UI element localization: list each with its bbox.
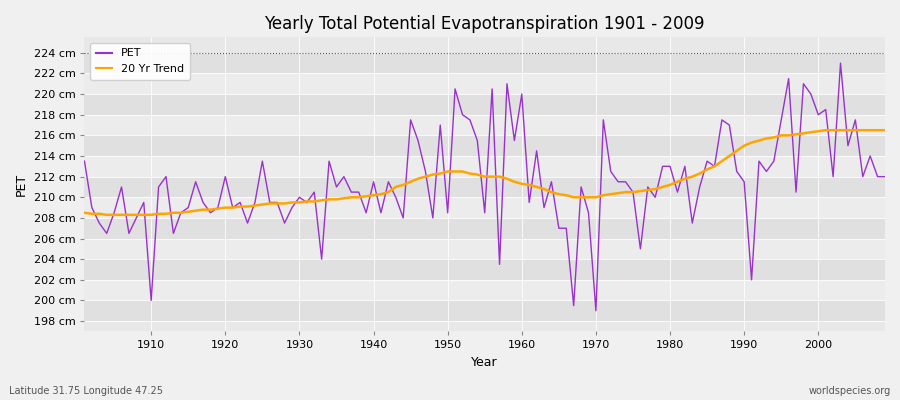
Bar (85, 280, 885, 300)
Bar (85, 135, 885, 156)
Bar (85, 218, 885, 238)
Bar (85, 238, 885, 259)
Bar (85, 259, 885, 280)
X-axis label: Year: Year (472, 356, 498, 369)
Bar (85, 53, 885, 74)
Bar (85, 115, 885, 135)
Bar (85, 94, 885, 115)
Bar (85, 177, 885, 197)
Bar (85, 300, 885, 321)
Text: Latitude 31.75 Longitude 47.25: Latitude 31.75 Longitude 47.25 (9, 386, 163, 396)
Bar (85, 74, 885, 94)
Bar (85, 197, 885, 218)
Title: Yearly Total Potential Evapotranspiration 1901 - 2009: Yearly Total Potential Evapotranspiratio… (265, 15, 705, 33)
Bar (85, 156, 885, 177)
Y-axis label: PET: PET (15, 173, 28, 196)
Legend: PET, 20 Yr Trend: PET, 20 Yr Trend (90, 43, 190, 80)
Text: worldspecies.org: worldspecies.org (809, 386, 891, 396)
